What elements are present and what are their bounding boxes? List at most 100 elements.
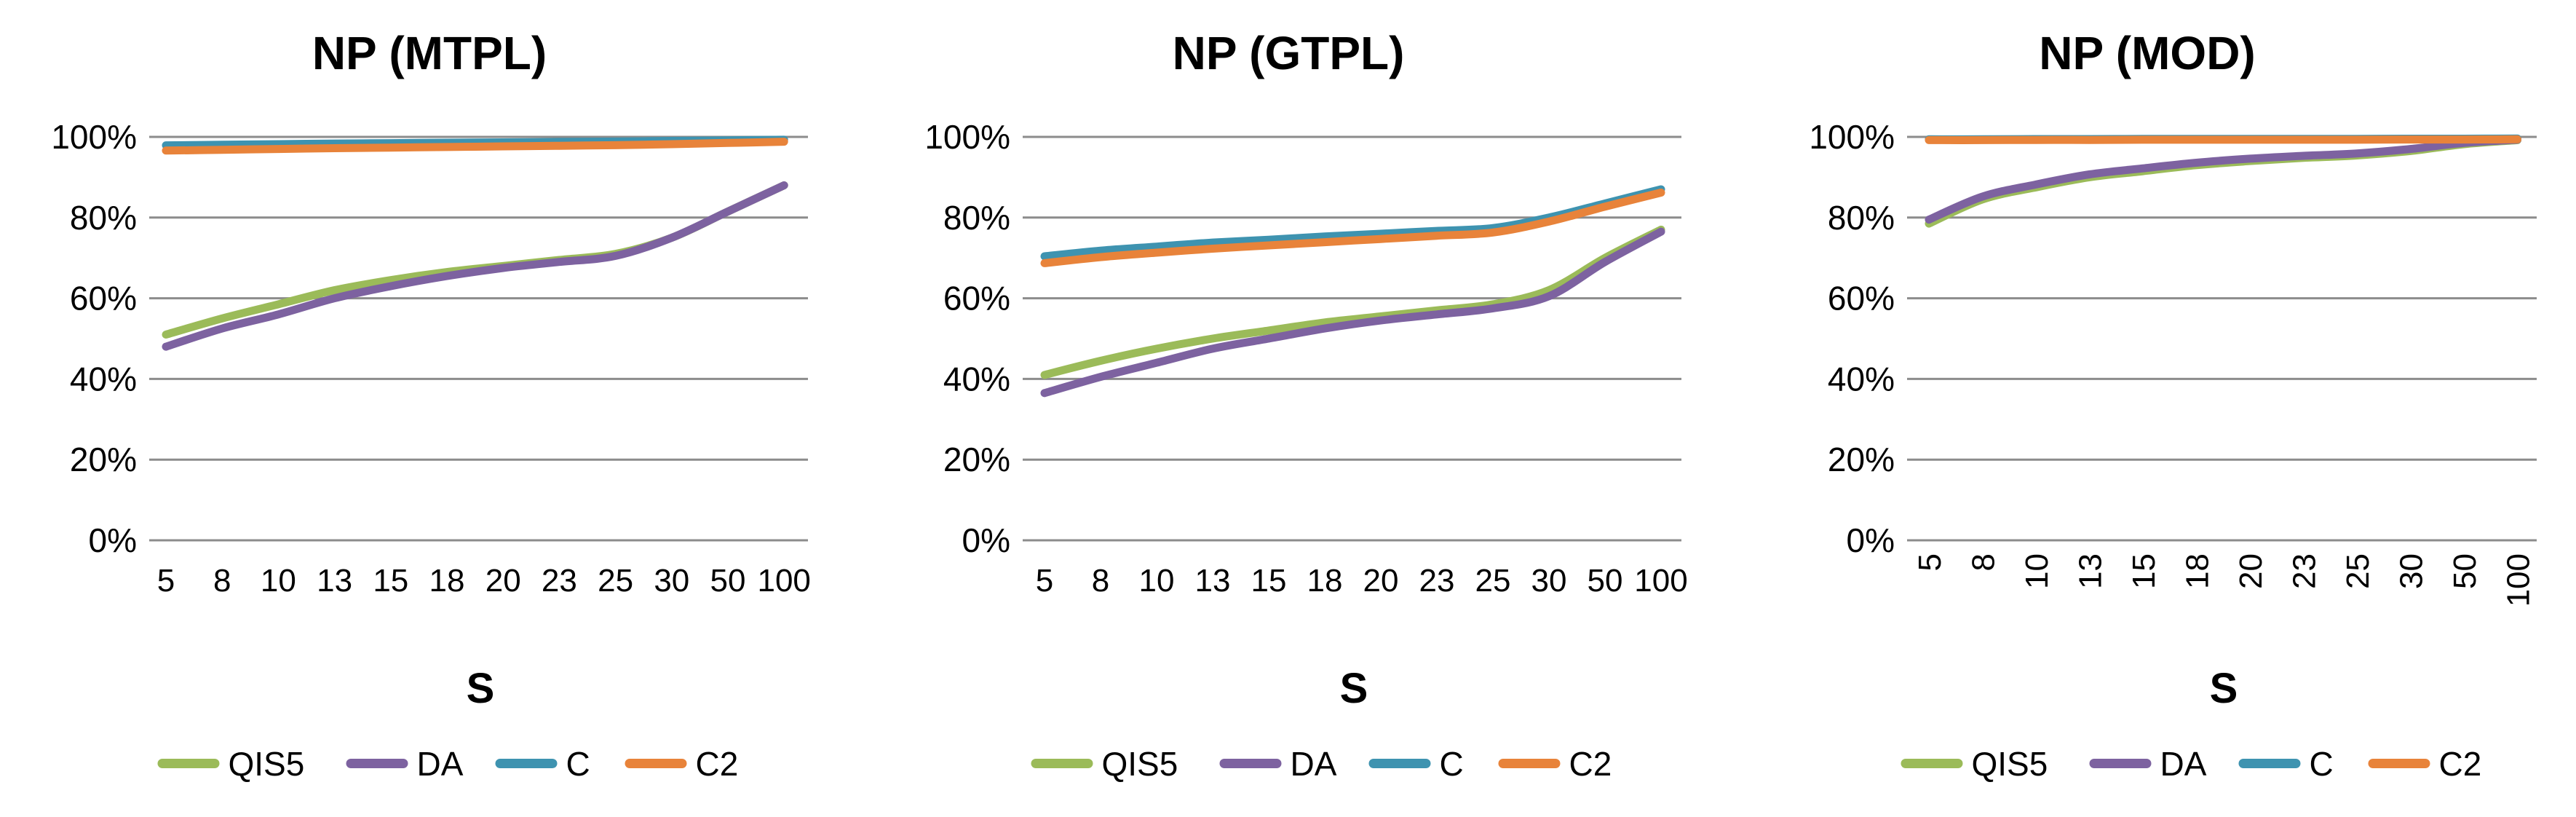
legend-label: DA	[1291, 745, 1337, 783]
y-axis-tick-label: 20%	[943, 441, 1010, 478]
legend-label: C2	[1569, 745, 1612, 783]
x-axis-tick-label: 15	[1251, 563, 1287, 599]
chart-np-gtpl: NP (GTPL) 0% 20% 40% 60% 80% 100% 5 8 10 13 15 18 20 2…	[859, 0, 1717, 817]
y-axis-tick-label: 40%	[70, 360, 137, 398]
x-axis-tick-label: 30	[1531, 563, 1567, 599]
y-axis-tick-label: 60%	[943, 280, 1010, 317]
series-line-c2	[1040, 189, 1665, 267]
legend-label: C	[566, 745, 590, 783]
chart-title: NP (MOD)	[2039, 27, 2255, 79]
chart-np-mod: NP (MOD) 0% 20% 40% 60% 80% 100% 5 8 10 13 15 18 20 23…	[1718, 0, 2576, 817]
y-axis-tick-label: 20%	[70, 441, 137, 478]
legend-item-da: DA	[346, 745, 464, 783]
y-axis-tick-label: 40%	[1828, 360, 1895, 398]
legend-label: QIS5	[229, 745, 305, 783]
x-axis-tick-label: 20	[1363, 563, 1399, 599]
y-axis-tick-label: 100%	[51, 118, 137, 156]
x-axis-tick-label: 50	[1588, 563, 1623, 599]
y-axis-tick-label: 40%	[943, 360, 1010, 398]
x-axis-tick-label: 15	[2126, 553, 2162, 589]
y-axis-tick-label: 0%	[962, 521, 1010, 559]
legend-item-c2: C2	[2368, 745, 2481, 783]
y-axis-tick-label: 80%	[1828, 199, 1895, 237]
legend-swatch-da	[2089, 759, 2152, 768]
legend-label: C	[1440, 745, 1464, 783]
y-axis-tick-label: 100%	[1809, 118, 1895, 156]
x-axis-tick-label: 20	[2233, 553, 2269, 589]
series-line-qis5	[1925, 135, 2521, 228]
legend-swatch-c	[495, 759, 558, 768]
x-axis-tick-label: 10	[261, 563, 296, 599]
x-axis-title: S	[2210, 665, 2238, 712]
legend-item-qis5: QIS5	[1901, 745, 2048, 783]
x-axis-tick-label: 13	[1195, 563, 1231, 599]
legend-swatch-qis5	[1031, 759, 1093, 768]
x-axis-tick-label: 100	[1634, 563, 1687, 599]
legend-label: DA	[2160, 745, 2207, 783]
x-axis-tick-label: 100	[757, 563, 810, 599]
chart-np-mtpl: NP (MTPL) 0% 20% 40% 60% 80% 100% 5 8 10 13 15 18 20 2…	[0, 0, 858, 817]
series-line-c2	[1925, 135, 2521, 144]
x-axis-tick-label: 25	[2340, 553, 2376, 589]
x-axis-tick-label: 5	[157, 563, 175, 599]
legend-item-c: C	[1368, 745, 1464, 783]
series-line-qis5	[1040, 225, 1665, 379]
x-axis-tick-label: 8	[213, 563, 231, 599]
x-axis-tick-label: 23	[1419, 563, 1455, 599]
y-axis-tick-label: 80%	[943, 199, 1010, 237]
y-axis-tick-label: 20%	[1828, 441, 1895, 478]
x-axis-tick-label: 18	[429, 563, 465, 599]
x-axis-title: S	[467, 665, 495, 712]
series-line-c2	[162, 138, 788, 155]
legend: QIS5 DA C C2	[157, 745, 739, 783]
legend-label: QIS5	[1102, 745, 1178, 783]
legend-item-c: C	[2238, 745, 2334, 783]
chart-np-mtpl-svg: NP (MTPL) 0% 20% 40% 60% 80% 100% 5 8 10 13 15 18 20 2…	[51, 27, 811, 783]
x-axis-title: S	[1340, 665, 1368, 712]
legend-label: QIS5	[1972, 745, 2048, 783]
legend-label: DA	[417, 745, 464, 783]
x-axis-tick-label: 8	[1092, 563, 1109, 599]
legend: QIS5 DA C C2	[1901, 745, 2481, 783]
series-line-c	[1040, 185, 1665, 261]
series-line-da	[1040, 227, 1665, 398]
y-axis-tick-label: 60%	[1828, 280, 1895, 317]
x-axis-tick-label: 50	[710, 563, 746, 599]
x-axis-tick-label: 30	[654, 563, 689, 599]
legend-item-qis5: QIS5	[1031, 745, 1178, 783]
series-line-qis5	[162, 181, 788, 339]
legend-swatch-da	[346, 759, 408, 768]
x-axis-tick-label: 50	[2447, 553, 2483, 589]
legend-item-c2: C2	[625, 745, 739, 783]
x-axis-tick-label: 20	[486, 563, 521, 599]
legend-item-da: DA	[2089, 745, 2207, 783]
legend-swatch-c2	[1498, 759, 1561, 768]
series-line-da	[1925, 135, 2521, 224]
x-axis-tick-label: 15	[373, 563, 408, 599]
x-axis-tick-label: 25	[1475, 563, 1511, 599]
y-axis-tick-label: 100%	[924, 118, 1010, 156]
legend-item-qis5: QIS5	[157, 745, 305, 783]
x-axis-tick-label: 25	[598, 563, 633, 599]
x-axis-tick-label: 23	[542, 563, 577, 599]
legend: QIS5 DA C C2	[1031, 745, 1612, 783]
legend-label: C	[2310, 745, 2334, 783]
legend-swatch-qis5	[1901, 759, 1963, 768]
x-axis-tick-label: 23	[2287, 553, 2323, 589]
y-axis-tick-label: 60%	[70, 280, 137, 317]
chart-np-gtpl-svg: NP (GTPL) 0% 20% 40% 60% 80% 100% 5 8 10 13 15 18 20 2…	[924, 27, 1687, 783]
x-axis-tick-label: 18	[1307, 563, 1343, 599]
chart-title: NP (GTPL)	[1173, 27, 1405, 79]
legend-label: C2	[696, 745, 739, 783]
legend-item-c2: C2	[1498, 745, 1612, 783]
legend-item-da: DA	[1219, 745, 1337, 783]
chart-np-mod-svg: NP (MOD) 0% 20% 40% 60% 80% 100% 5 8 10 13 15 18 20 23…	[1809, 27, 2537, 783]
legend-item-c: C	[495, 745, 590, 783]
x-axis-tick-label: 30	[2394, 553, 2430, 589]
legend-swatch-c2	[625, 759, 687, 768]
x-axis-tick-label: 13	[317, 563, 352, 599]
series-line-da	[162, 181, 788, 351]
x-axis-tick-label: 8	[1966, 553, 2002, 571]
x-axis-tick-label: 10	[2019, 553, 2055, 589]
